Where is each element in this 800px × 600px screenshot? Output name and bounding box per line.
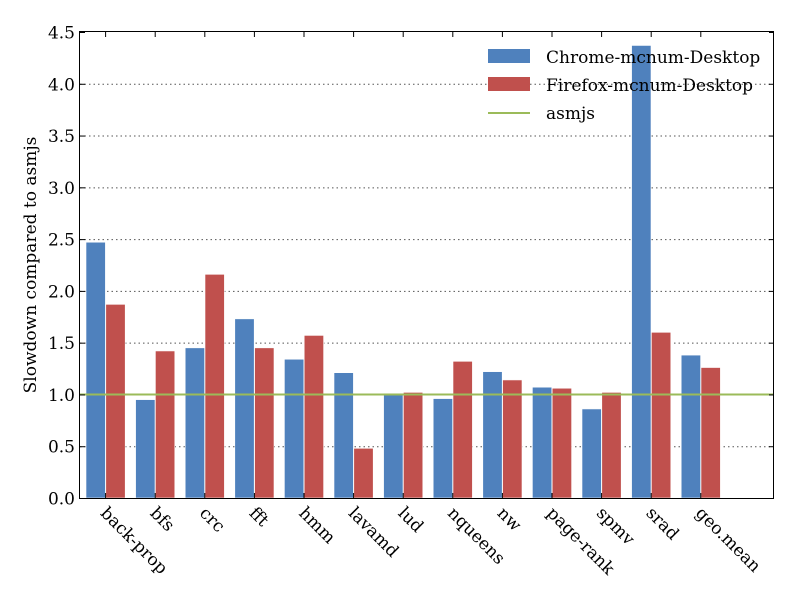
legend-swatch-firefox [488, 77, 530, 91]
bar-firefox-lud [403, 392, 424, 499]
x-tick-label: fft [245, 503, 273, 531]
plot-frame [79, 31, 774, 499]
legend: Chrome-mcnum-Desktop Firefox-mcnum-Deskto… [488, 48, 760, 124]
bar-firefox-lavamd [353, 447, 374, 499]
y-tick-label: 2.5 [48, 231, 75, 251]
x-tick-label: srad [642, 503, 683, 544]
bar-firefox-hmm [303, 335, 324, 499]
bar-firefox-srad [651, 332, 672, 499]
y-tick-label: 1.0 [48, 386, 75, 406]
legend-swatch-chrome [488, 49, 530, 63]
bar-chrome-fft [234, 318, 255, 499]
y-tick-label: 0.0 [48, 490, 75, 510]
y-tick-label: 1.5 [48, 334, 75, 354]
legend-label-asmjs: asmjs [546, 104, 595, 124]
bar-firefox-page-rank [551, 387, 572, 499]
x-tick-label: nw [493, 503, 525, 535]
bar-chrome-srad [631, 45, 652, 499]
bars-layer [85, 45, 721, 499]
y-axis: 0.0 0.5 1.0 1.5 2.0 2.5 3.0 3.5 4.0 4.5 [48, 24, 774, 510]
bar-firefox-spmv [601, 392, 622, 499]
bar-firefox-nw [502, 379, 523, 499]
bar-firefox-crc [204, 274, 225, 499]
bar-chrome-bfs [135, 399, 156, 499]
x-tick-label: hmm [294, 503, 339, 548]
bar-firefox-bfs [155, 350, 176, 499]
bar-chrome-geo.mean [680, 354, 701, 499]
x-tick-label: lavamd [344, 503, 402, 561]
x-tick-label: crc [195, 503, 228, 536]
bar-chrome-nw [482, 371, 503, 499]
bar-chrome-spmv [581, 408, 602, 499]
x-tick-label: spmv [592, 503, 638, 549]
y-tick-label: 0.5 [48, 438, 75, 458]
y-tick-label: 4.0 [48, 75, 75, 95]
bar-chrome-back-prop [85, 241, 106, 499]
bar-firefox-back-prop [105, 304, 126, 499]
y-tick-label: 3.5 [48, 127, 75, 147]
bar-firefox-nqueens [452, 361, 473, 499]
y-tick-label: 4.5 [48, 24, 75, 44]
bar-chrome-lavamd [333, 372, 354, 499]
y-tick-label: 3.0 [48, 179, 75, 199]
x-tick-label: geo.mean [691, 503, 764, 576]
bar-firefox-geo.mean [700, 367, 721, 499]
bar-firefox-fft [254, 347, 275, 499]
bar-chrome-page-rank [532, 386, 553, 499]
bar-chrome-nqueens [432, 398, 453, 499]
x-tick-label: bfs [146, 503, 178, 535]
bar-chrome-crc [184, 347, 205, 499]
legend-label-chrome: Chrome-mcnum-Desktop [546, 48, 760, 68]
bar-chrome-hmm [284, 358, 305, 499]
y-axis-label: Slowdown compared to asmjs [21, 137, 41, 394]
x-tick-label: lud [394, 503, 428, 537]
y-tick-label: 2.0 [48, 282, 75, 302]
legend-label-firefox: Firefox-mcnum-Desktop [546, 76, 753, 96]
bar-chrome-lud [383, 393, 404, 499]
